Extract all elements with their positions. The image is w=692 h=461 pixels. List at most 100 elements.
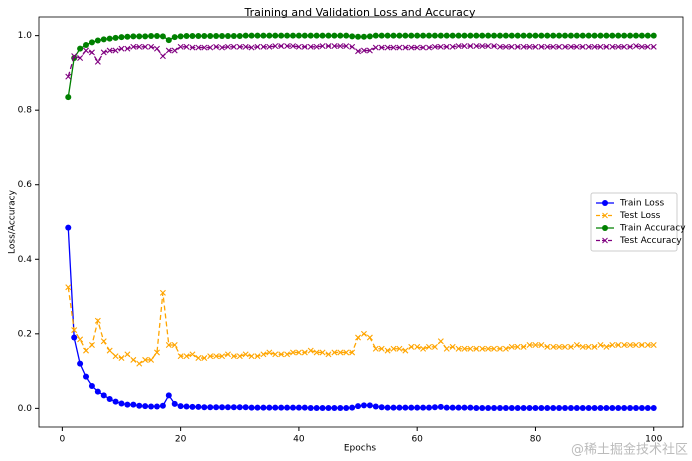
point bbox=[402, 404, 409, 411]
point bbox=[621, 32, 628, 39]
point bbox=[242, 404, 249, 411]
point bbox=[556, 32, 563, 39]
x-marker bbox=[83, 347, 90, 354]
point bbox=[100, 36, 107, 43]
point bbox=[337, 404, 344, 411]
y-tick-label: 0.2 bbox=[18, 329, 32, 339]
x-marker bbox=[230, 353, 237, 360]
series-line bbox=[67, 287, 654, 365]
point bbox=[307, 32, 314, 39]
x-marker bbox=[479, 345, 486, 352]
x-marker bbox=[272, 351, 279, 358]
x-marker bbox=[437, 43, 444, 50]
x-marker bbox=[467, 43, 474, 50]
point bbox=[579, 32, 586, 39]
point bbox=[473, 32, 480, 39]
point bbox=[538, 32, 545, 39]
legend-marker bbox=[602, 200, 608, 206]
x-marker bbox=[360, 47, 367, 54]
x-marker bbox=[638, 43, 645, 50]
point bbox=[520, 404, 527, 411]
x-marker bbox=[207, 353, 214, 360]
x-marker bbox=[508, 43, 515, 50]
x-marker bbox=[201, 44, 208, 51]
point bbox=[473, 404, 480, 411]
point bbox=[183, 403, 190, 410]
point bbox=[431, 32, 438, 39]
x-marker bbox=[260, 43, 267, 50]
x-marker bbox=[567, 343, 574, 350]
point bbox=[301, 404, 308, 411]
point bbox=[106, 396, 113, 403]
x-marker bbox=[159, 53, 166, 60]
point bbox=[603, 404, 610, 411]
point bbox=[88, 39, 95, 46]
point bbox=[219, 404, 226, 411]
x-marker bbox=[325, 351, 332, 358]
point bbox=[384, 404, 391, 411]
point bbox=[366, 402, 373, 409]
x-tick-label: 40 bbox=[293, 435, 305, 445]
x-marker bbox=[366, 334, 373, 341]
x-marker bbox=[118, 45, 125, 52]
x-marker bbox=[414, 343, 421, 350]
point bbox=[485, 32, 492, 39]
x-marker bbox=[443, 43, 450, 50]
x-marker bbox=[177, 43, 184, 50]
x-marker bbox=[550, 343, 557, 350]
point bbox=[508, 404, 515, 411]
x-marker bbox=[496, 43, 503, 50]
x-marker bbox=[520, 43, 527, 50]
x-marker bbox=[77, 336, 84, 343]
point bbox=[443, 32, 450, 39]
point bbox=[189, 33, 196, 40]
x-marker bbox=[372, 44, 379, 51]
series-line bbox=[67, 45, 654, 77]
point bbox=[520, 32, 527, 39]
point bbox=[254, 404, 261, 411]
x-marker bbox=[77, 55, 84, 61]
point bbox=[189, 403, 196, 410]
point bbox=[224, 33, 231, 40]
x-marker bbox=[236, 43, 243, 50]
point bbox=[396, 32, 403, 39]
point bbox=[372, 32, 379, 39]
x-marker bbox=[627, 43, 634, 50]
x-marker bbox=[83, 47, 90, 54]
point bbox=[437, 403, 444, 410]
x-marker bbox=[136, 360, 143, 367]
x-marker bbox=[142, 356, 149, 363]
point bbox=[467, 404, 474, 411]
x-marker bbox=[609, 43, 616, 50]
point bbox=[597, 404, 604, 411]
x-marker bbox=[230, 43, 237, 50]
point bbox=[159, 33, 166, 40]
point bbox=[130, 401, 137, 408]
point bbox=[408, 32, 415, 39]
point bbox=[153, 33, 160, 40]
point bbox=[337, 32, 344, 39]
x-marker bbox=[153, 349, 160, 356]
x-marker bbox=[201, 355, 208, 362]
point bbox=[153, 403, 160, 410]
point bbox=[532, 32, 539, 39]
point bbox=[118, 34, 125, 41]
x-marker bbox=[585, 343, 592, 350]
x-marker bbox=[254, 353, 261, 360]
point bbox=[609, 32, 616, 39]
x-marker bbox=[136, 43, 143, 50]
x-marker bbox=[491, 43, 498, 50]
x-marker bbox=[467, 345, 474, 352]
x-marker bbox=[455, 345, 462, 352]
x-marker bbox=[272, 43, 279, 50]
x-marker bbox=[520, 343, 527, 350]
y-tick-label: 0.4 bbox=[18, 255, 33, 265]
point bbox=[201, 33, 208, 40]
x-marker bbox=[290, 43, 296, 50]
point bbox=[165, 37, 172, 44]
x-axis-label: Epochs bbox=[344, 444, 377, 454]
point bbox=[502, 32, 509, 39]
x-marker bbox=[420, 345, 427, 352]
x-marker bbox=[621, 342, 628, 348]
point bbox=[550, 404, 557, 411]
